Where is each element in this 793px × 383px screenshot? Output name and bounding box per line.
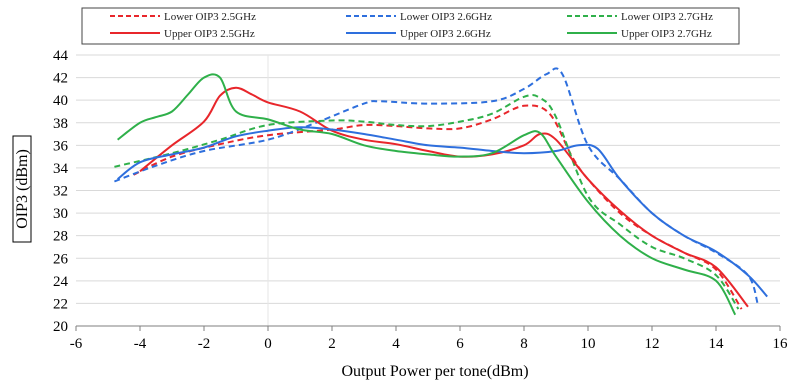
y-tick-label: 42 (53, 71, 68, 87)
legend: Lower OIP3 2.5GHz Lower OIP3 2.6GHz Lower … (81, 7, 740, 45)
series-line-upper-oip3-2-7ghz (116, 73, 737, 316)
series-line-lower-oip3-2-7ghz (114, 94, 740, 310)
y-tick-label: 34 (53, 161, 69, 177)
series-line-lower-oip3-2-6ghz (114, 67, 759, 304)
x-tick-label: 4 (392, 336, 400, 352)
y-axis-title-box (12, 135, 32, 243)
legend-label-upper-oip3-2-7ghz: Upper OIP3 2.7GHz (621, 28, 712, 40)
x-tick-label: 8 (520, 336, 528, 352)
y-tick-label: 32 (53, 184, 68, 200)
x-tick-label: -6 (70, 336, 83, 352)
y-tick-label: 28 (53, 229, 68, 245)
x-tick-label: 0 (264, 336, 272, 352)
y-tick-label: 38 (53, 116, 68, 132)
y-tick-labels: 20 22 24 26 28 30 32 34 36 38 40 42 44 (53, 48, 69, 335)
x-tick-label: 14 (709, 336, 725, 352)
series-line-upper-oip3-2-6ghz (116, 126, 768, 298)
x-tick-label: 10 (581, 336, 596, 352)
y-tick-label: 24 (53, 274, 69, 290)
x-tick-label: 2 (328, 336, 336, 352)
legend-label-upper-oip3-2-6ghz: Upper OIP3 2.6GHz (400, 28, 491, 40)
axes (75, 325, 781, 331)
y-tick-label: 20 (53, 319, 68, 335)
y-tick-label: 30 (53, 206, 68, 222)
legend-box (81, 7, 740, 45)
gridlines (76, 54, 780, 326)
legend-label-lower-oip3-2-5ghz: Lower OIP3 2.5GHz (164, 11, 256, 23)
x-axis-title: Output Power per tone(dBm) (341, 363, 528, 380)
y-tick-label: 40 (53, 93, 68, 109)
x-tick-label: 12 (645, 336, 660, 352)
y-tick-label: 36 (53, 138, 69, 154)
legend-label-lower-oip3-2-7ghz: Lower OIP3 2.7GHz (621, 11, 713, 23)
series-line-lower-oip3-2-5ghz (133, 104, 743, 310)
series-line-upper-oip3-2-5ghz (139, 86, 749, 308)
x-tick-label: -2 (198, 336, 211, 352)
x-tick-labels: -6 -4 -2 0 2 4 6 8 10 12 14 16 (70, 336, 788, 352)
y-axis-title: OIP3 (dBm) (14, 149, 31, 229)
x-tick-label: -4 (134, 336, 147, 352)
x-tick-label: 6 (456, 336, 464, 352)
series-lines (114, 67, 768, 316)
legend-label-upper-oip3-2-5ghz: Upper OIP3 2.5GHz (164, 28, 255, 40)
legend-label-lower-oip3-2-6ghz: Lower OIP3 2.6GHz (400, 11, 492, 23)
y-tick-label: 26 (53, 251, 69, 267)
y-tick-label: 44 (53, 48, 69, 64)
y-tick-label: 22 (53, 296, 68, 312)
y-axis-title-group: OIP3 (dBm) (12, 135, 32, 243)
x-tick-label: 16 (773, 336, 789, 352)
